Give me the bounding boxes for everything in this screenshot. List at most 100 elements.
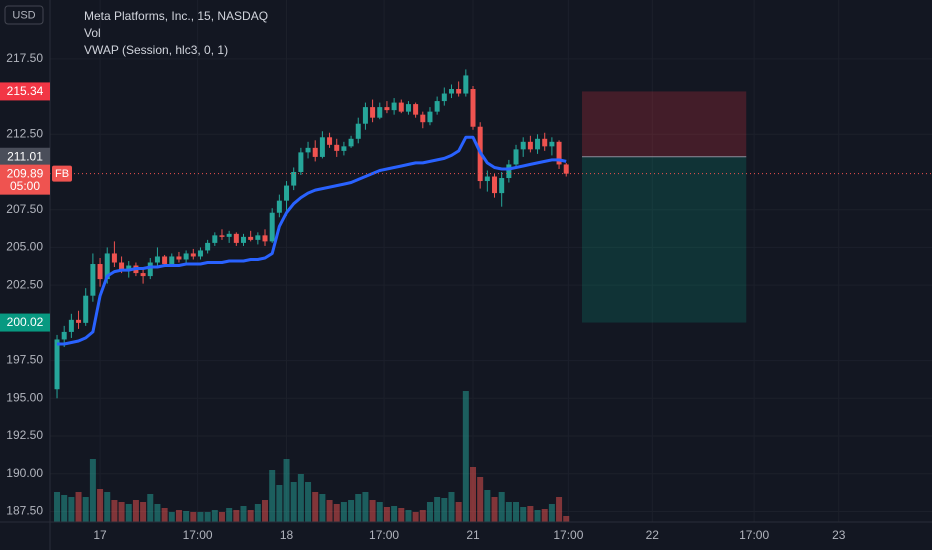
volume-bar bbox=[462, 391, 469, 522]
volume-bar bbox=[262, 500, 269, 522]
candle-body bbox=[305, 147, 311, 153]
candle-body bbox=[169, 256, 175, 265]
volume-bar bbox=[527, 506, 534, 522]
candle-body bbox=[434, 101, 440, 112]
candle-body bbox=[527, 141, 533, 150]
target-zone bbox=[582, 156, 747, 323]
candle-body bbox=[83, 295, 89, 323]
volume-bar bbox=[563, 516, 570, 522]
volume-bar bbox=[140, 502, 147, 522]
candle-body bbox=[384, 107, 390, 111]
x-tick-label: 23 bbox=[832, 528, 846, 542]
candle-body bbox=[420, 114, 426, 123]
volume bbox=[54, 391, 570, 522]
x-tick-label: 21 bbox=[466, 528, 480, 542]
candle-body bbox=[563, 164, 569, 174]
candle-body bbox=[176, 256, 182, 260]
x-tick-label: 17:00 bbox=[553, 528, 583, 542]
candle-body bbox=[90, 264, 96, 296]
volume-bar bbox=[513, 502, 520, 522]
volume-bar bbox=[520, 507, 527, 522]
candle-body bbox=[441, 93, 447, 102]
candle-body bbox=[61, 331, 67, 340]
candle-body bbox=[535, 138, 541, 150]
candle-body bbox=[549, 141, 555, 147]
volume-bar bbox=[491, 497, 498, 522]
candle-body bbox=[140, 273, 146, 277]
volume-bar bbox=[97, 489, 104, 522]
volume-bar bbox=[233, 510, 240, 522]
candle-body bbox=[262, 235, 268, 242]
x-tick-label: 17 bbox=[93, 528, 107, 542]
candle-body bbox=[470, 89, 476, 127]
candle-body bbox=[183, 253, 189, 260]
candle-body bbox=[298, 152, 304, 172]
volume-bar bbox=[548, 504, 555, 522]
candle-body bbox=[212, 235, 218, 243]
candle-body bbox=[104, 253, 110, 280]
volume-bar bbox=[484, 490, 491, 522]
volume-bar bbox=[75, 492, 82, 522]
last-price-label: 209.89 bbox=[7, 166, 44, 180]
volume-bar bbox=[175, 510, 182, 522]
candle-body bbox=[499, 178, 505, 194]
entry-label: 211.01 bbox=[7, 149, 43, 163]
candle-body bbox=[513, 149, 519, 165]
volume-bar bbox=[505, 502, 512, 522]
candle-body bbox=[276, 200, 282, 213]
vwap-line bbox=[57, 135, 567, 346]
volume-bar bbox=[477, 477, 484, 522]
volume-bar bbox=[154, 504, 161, 522]
y-tick-label: 187.50 bbox=[6, 504, 43, 518]
y-tick-label: 195.00 bbox=[6, 390, 43, 404]
volume-bar bbox=[297, 474, 304, 522]
candle-body bbox=[269, 212, 275, 242]
candle-body bbox=[542, 138, 548, 147]
y-tick-label: 197.50 bbox=[6, 353, 43, 367]
candle-body bbox=[398, 102, 404, 112]
volume-bar bbox=[348, 500, 355, 522]
axes: 187.50 190.00 192.50 195.00 197.50 202.50 205.… bbox=[6, 51, 845, 542]
position-tool[interactable] bbox=[582, 91, 747, 323]
volume-bar bbox=[54, 492, 61, 522]
candle-body bbox=[405, 104, 411, 112]
volume-bar bbox=[197, 512, 204, 522]
candle-body bbox=[448, 89, 454, 94]
currency-badge[interactable] bbox=[4, 5, 44, 25]
candle-body bbox=[341, 146, 347, 151]
volume-bar bbox=[541, 509, 548, 522]
candle-body bbox=[413, 104, 419, 115]
volume-bar bbox=[147, 494, 154, 522]
volume-bar bbox=[254, 504, 261, 522]
candle-body bbox=[219, 235, 225, 237]
candle-body bbox=[319, 137, 325, 157]
candle-body bbox=[197, 250, 203, 257]
candle-body bbox=[348, 138, 354, 147]
x-tick-label: 22 bbox=[646, 528, 660, 542]
x-tick-label: 17:00 bbox=[739, 528, 769, 542]
entry-label-bg bbox=[0, 147, 50, 166]
volume-bar bbox=[305, 482, 312, 522]
candle-body bbox=[463, 75, 469, 94]
countdown: 05:00 bbox=[10, 179, 40, 193]
candle-body bbox=[147, 262, 153, 277]
volume-bar bbox=[419, 510, 426, 522]
candle-body bbox=[520, 141, 526, 150]
volume-bar bbox=[204, 512, 211, 522]
volume-bar bbox=[161, 508, 168, 522]
y-tick-label: 202.50 bbox=[6, 277, 43, 291]
candle-body bbox=[226, 233, 232, 237]
candle-body bbox=[240, 236, 246, 243]
volume-bar bbox=[441, 498, 448, 522]
x-tick-label: 17:00 bbox=[369, 528, 399, 542]
candle-body bbox=[427, 111, 433, 123]
legend-vwap: VWAP (Session, hlc3, 0, 1) bbox=[84, 43, 228, 57]
volume-bar bbox=[276, 485, 283, 522]
candle-body bbox=[355, 123, 361, 139]
candle-body bbox=[291, 171, 297, 186]
overlay bbox=[50, 135, 932, 346]
volume-bar bbox=[369, 500, 376, 522]
volume-bar bbox=[556, 497, 563, 522]
candle-body bbox=[327, 137, 333, 145]
